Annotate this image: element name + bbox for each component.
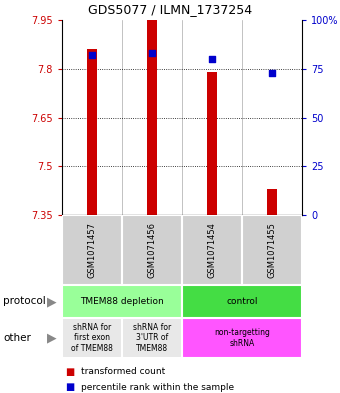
Bar (182, 215, 242, 285)
Text: percentile rank within the sample: percentile rank within the sample (81, 383, 234, 392)
Text: GDS5077 / ILMN_1737254: GDS5077 / ILMN_1737254 (88, 3, 252, 16)
Bar (87, 49, 97, 215)
Point (149, 50, 155, 56)
Bar (182, 318, 302, 358)
Text: ▶: ▶ (47, 332, 57, 345)
Point (89, 52, 95, 58)
Bar (62, 318, 122, 358)
Point (209, 56, 215, 62)
Bar (182, 285, 302, 318)
Text: shRNA for
first exon
of TMEM88: shRNA for first exon of TMEM88 (71, 323, 113, 353)
Text: TMEM88 depletion: TMEM88 depletion (80, 297, 164, 306)
Bar (122, 215, 182, 285)
Text: GSM1071457: GSM1071457 (87, 222, 97, 278)
Text: ■: ■ (65, 382, 75, 393)
Bar (267, 189, 277, 215)
Text: protocol: protocol (3, 296, 46, 307)
Text: GSM1071455: GSM1071455 (268, 222, 276, 278)
Bar (62, 215, 122, 285)
Bar (147, 20, 157, 215)
Text: GSM1071456: GSM1071456 (148, 222, 156, 278)
Text: control: control (226, 297, 258, 306)
Bar (242, 215, 302, 285)
Text: non-targetting
shRNA: non-targetting shRNA (214, 328, 270, 348)
Bar (122, 318, 182, 358)
Bar (62, 285, 182, 318)
Text: shRNA for
3'UTR of
TMEM88: shRNA for 3'UTR of TMEM88 (133, 323, 171, 353)
Text: transformed count: transformed count (81, 367, 165, 376)
Text: ▶: ▶ (47, 295, 57, 308)
Point (269, 70, 275, 76)
Text: GSM1071454: GSM1071454 (207, 222, 217, 278)
Bar (207, 72, 217, 215)
Text: ■: ■ (65, 367, 75, 377)
Text: other: other (3, 333, 31, 343)
